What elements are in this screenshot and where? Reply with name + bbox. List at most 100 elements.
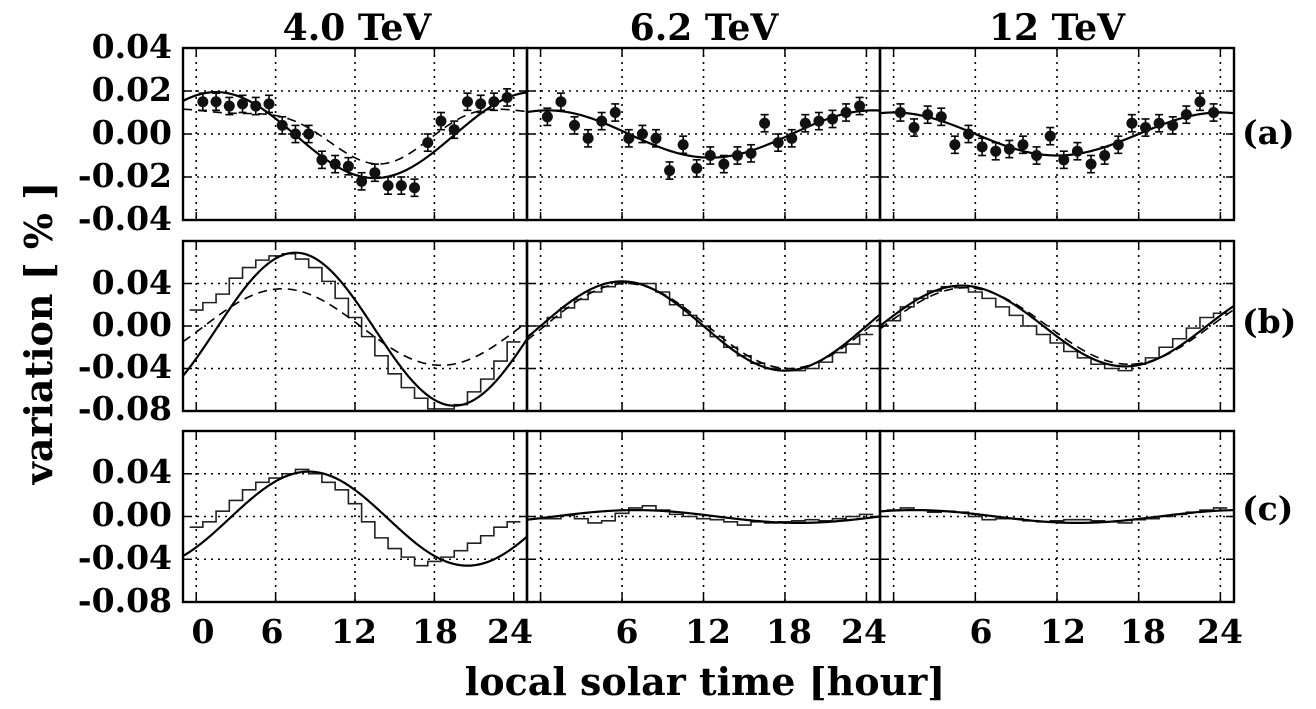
data-point (731, 150, 743, 161)
histogram-series (886, 285, 1228, 372)
x-tick-label: 12 (331, 612, 377, 651)
panel-content (527, 280, 880, 372)
data-point (840, 107, 852, 118)
panel-frame (878, 429, 1236, 604)
x-tick-labels: 0 6 12 18 24 6 12 18 24 6 12 18 24 (192, 612, 1243, 651)
y-tick-label: -0.04 (78, 538, 172, 577)
panel-content (527, 92, 880, 180)
data-point (582, 132, 594, 144)
data-point (1140, 122, 1151, 134)
panel-content (880, 92, 1234, 174)
data-point (1017, 139, 1029, 151)
data-point (1126, 117, 1138, 129)
data-point (1085, 158, 1097, 170)
data-point (1003, 143, 1015, 155)
data-point (1208, 107, 1220, 118)
data-point (289, 128, 301, 140)
panel (525, 239, 882, 413)
panel-frame (878, 239, 1236, 413)
data-point (461, 96, 473, 108)
x-tick-label: 6 (970, 612, 993, 651)
column-title-3: 12 TeV (989, 7, 1126, 49)
x-tick-label: 12 (1040, 612, 1086, 651)
data-point (250, 100, 262, 112)
x-axis-label: local solar time [hour] (465, 659, 945, 704)
data-point (210, 96, 222, 108)
data-point (650, 132, 662, 144)
data-point (1031, 150, 1043, 161)
data-point (636, 128, 648, 140)
data-point (382, 180, 394, 192)
data-point (854, 100, 866, 112)
data-point (369, 167, 381, 179)
data-point (922, 109, 934, 121)
data-point (963, 128, 974, 140)
data-point (786, 132, 798, 144)
data-point (475, 98, 487, 110)
x-tick-label: 24 (841, 612, 887, 651)
data-point (826, 113, 838, 125)
histogram-series (189, 468, 521, 567)
row-label-a: (a) (1242, 113, 1295, 152)
data-point (569, 119, 581, 131)
row-label-c: (c) (1242, 489, 1293, 528)
data-point (935, 111, 947, 123)
data-point (263, 98, 275, 110)
x-tick-label: 18 (766, 612, 812, 651)
panel (181, 239, 529, 413)
data-point (1058, 154, 1070, 166)
y-tick-label: 0.00 (92, 495, 172, 534)
y-tick-label: -0.04 (78, 347, 172, 386)
solid-curve (527, 280, 880, 372)
data-point (303, 128, 315, 140)
data-point (718, 158, 730, 170)
data-point (609, 107, 621, 118)
panel (181, 46, 529, 222)
data-point (342, 160, 354, 172)
data-point (664, 165, 676, 177)
x-tick-label: 12 (685, 612, 731, 651)
solid-curve (880, 508, 1234, 525)
data-point (197, 96, 209, 108)
data-point (677, 139, 689, 151)
y-tick-label: -0.02 (78, 156, 172, 195)
panel-content (183, 251, 527, 410)
solid-curve (183, 251, 527, 407)
y-tick-label: -0.08 (78, 389, 172, 428)
panel-content (183, 88, 527, 198)
dashed-curve (183, 288, 527, 367)
panel (878, 46, 1236, 222)
data-point (1153, 117, 1165, 129)
histogram-series (533, 505, 874, 526)
data-point (356, 175, 368, 187)
plot-area (181, 46, 1236, 604)
x-tick-label: 24 (487, 612, 533, 651)
data-point (488, 96, 500, 108)
data-point (1071, 145, 1083, 157)
column-title-1: 4.0 TeV (283, 7, 433, 49)
x-tick-label: 0 (192, 612, 215, 651)
data-point (1112, 139, 1124, 151)
dashed-curve (880, 286, 1234, 366)
panel-content (527, 505, 880, 526)
x-tick-label: 6 (616, 612, 639, 651)
data-point (813, 115, 825, 127)
panel-content (880, 507, 1234, 525)
data-point (908, 122, 920, 134)
y-tick-labels: 0.04 0.02 0.00 -0.02 -0.04 0.04 0.00 -0.… (78, 27, 172, 620)
solid-curve (880, 284, 1234, 368)
y-tick-label: 0.00 (92, 305, 172, 344)
data-point (329, 158, 341, 170)
solid-curve (183, 470, 527, 567)
data-point (395, 180, 407, 192)
panel (878, 239, 1236, 413)
data-point (759, 117, 771, 129)
x-tick-label: 18 (412, 612, 458, 651)
data-point (596, 115, 608, 127)
x-tick-label: 24 (1197, 612, 1243, 651)
data-point (1167, 119, 1179, 131)
x-tick-label: 18 (1120, 612, 1166, 651)
panel (181, 429, 529, 604)
panel-frame (878, 46, 1236, 222)
